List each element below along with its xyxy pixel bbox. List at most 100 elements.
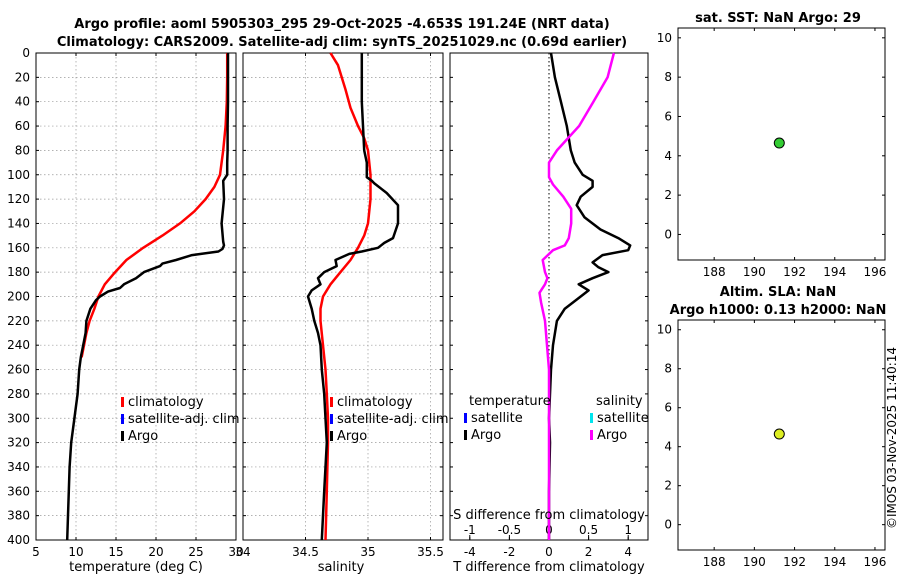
sla-x-tick-label: 196: [863, 555, 886, 569]
depth-tick-label: 260: [7, 363, 30, 377]
sla-x-tick-label: 188: [703, 555, 726, 569]
s-difference-xlabel: S difference from climatology: [453, 508, 645, 523]
legend-entry: Argo: [128, 429, 158, 444]
sst-map-panel: 0 2 4 6 8 10 188 190 192 194 196: [657, 27, 886, 279]
t-diff-tick-label: 2: [585, 545, 593, 559]
depth-tick-label: 300: [7, 411, 30, 425]
t-difference-xlabel: T difference from climatology: [452, 560, 645, 575]
sst-panel-title: sat. SST: NaN Argo: 29: [695, 11, 861, 26]
legend-entry: Argo: [337, 429, 367, 444]
sla-float-position-marker: [773, 428, 785, 440]
sst-x-tick-label: 192: [783, 265, 806, 279]
salinity-x-tick-label: 34.5: [292, 545, 319, 559]
salinity-profile-panel: 34 34.5 35 35.5 climatology satellite-adj. cl…: [235, 52, 449, 559]
s-diff-tick-label: -1: [464, 523, 476, 537]
sla-y-tick-label: 8: [664, 362, 672, 376]
salinity-x-tick-label: 35.5: [417, 545, 444, 559]
legend-swatch: [464, 413, 467, 423]
depth-tick-label: 400: [7, 533, 30, 547]
legend-swatch: [121, 431, 124, 441]
sst-x-tick-label: 196: [863, 265, 886, 279]
depth-tick-label: 40: [15, 95, 30, 109]
sla-panel-title-line-2: Argo h1000: 0.13 h2000: NaN: [670, 303, 887, 318]
t-diff-tick-label: -2: [503, 545, 515, 559]
legend-entry: climatology: [337, 395, 413, 410]
legend-swatch: [590, 430, 593, 440]
depth-tick-label: 280: [7, 387, 30, 401]
sla-x-tick-label: 190: [743, 555, 766, 569]
sla-y-tick-label: 10: [657, 323, 672, 337]
temperature-argo-line: [65, 53, 230, 541]
t-diff-tick-label: 0: [545, 545, 553, 559]
argo-s-diff-line: [538, 52, 616, 540]
temperature-xlabel: temperature (deg C): [69, 560, 203, 575]
temperature-climatology-line: [80, 53, 229, 358]
sst-y-tick-label: 0: [664, 227, 672, 241]
s-diff-tick-label: 0.5: [579, 523, 598, 537]
sst-y-tick-label: 2: [664, 188, 672, 202]
temperature-x-tick-label: 5: [32, 545, 40, 559]
sla-x-tick-label: 192: [783, 555, 806, 569]
legend-entry: Argo: [597, 428, 627, 443]
depth-tick-label: 220: [7, 314, 30, 328]
sst-y-tick-label: 6: [664, 109, 672, 123]
sst-x-tick-label: 188: [703, 265, 726, 279]
sst-x-tick-label: 190: [743, 265, 766, 279]
depth-tick-label: 60: [15, 119, 30, 133]
sla-y-tick-label: 2: [664, 479, 672, 493]
depth-tick-label: 200: [7, 290, 30, 304]
sla-map-panel: 0 2 4 6 8 10 188 190 192 194 196: [657, 319, 886, 569]
sla-x-tick-label: 194: [823, 555, 846, 569]
temperature-x-tick-label: 20: [148, 545, 163, 559]
figure-title-line-2: Climatology: CARS2009. Satellite-adj cli…: [57, 35, 627, 50]
salinity-x-tick-label: 34: [235, 545, 250, 559]
s-diff-tick-label: -0.5: [498, 523, 521, 537]
temperature-profile-panel: 0 20 40 60 80 100 120 140 160 180 200 220 240 260 280 3…: [7, 46, 244, 559]
legend-entry: climatology: [128, 395, 204, 410]
temperature-x-tick-label: 30: [228, 545, 243, 559]
legend-group-title: salinity: [596, 394, 643, 409]
depth-tick-label: 120: [7, 192, 30, 206]
sla-panel-title-line-1: Altim. SLA: NaN: [720, 285, 836, 300]
t-diff-tick-label: 4: [624, 545, 632, 559]
argo-t-diff-line: [547, 52, 632, 540]
sst-float-position-marker: [773, 137, 785, 149]
depth-tick-label: 240: [7, 338, 30, 352]
legend-entry: satellite: [597, 411, 649, 426]
legend-swatch: [121, 397, 124, 407]
legend-swatch: [121, 414, 124, 424]
t-diff-tick-label: -4: [464, 545, 476, 559]
legend-swatch: [330, 397, 333, 407]
depth-tick-label: 360: [7, 484, 30, 498]
temperature-x-tick-label: 25: [188, 545, 203, 559]
legend-swatch: [464, 430, 467, 440]
salinity-xlabel: salinity: [318, 560, 365, 575]
depth-tick-label: 180: [7, 265, 30, 279]
legend-swatch: [330, 414, 333, 424]
legend-entry: satellite: [471, 411, 523, 426]
sst-y-tick-label: 10: [657, 31, 672, 45]
legend-swatch: [590, 413, 593, 423]
sla-y-tick-label: 4: [664, 440, 672, 454]
sla-y-tick-label: 0: [664, 518, 672, 532]
difference-profile-panel: -4 -2 0 2 4-1 -0.5 0 0.5 1temperaturesatelliteAr…: [449, 52, 649, 559]
timestamp-label: ©IMOS 03-Nov-2025 11:40:14: [885, 347, 899, 529]
depth-tick-label: 80: [15, 143, 30, 157]
depth-tick-label: 100: [7, 168, 30, 182]
depth-tick-label: 160: [7, 241, 30, 255]
sst-x-tick-label: 194: [823, 265, 846, 279]
s-diff-tick-label: 1: [624, 523, 632, 537]
sst-y-tick-label: 8: [664, 70, 672, 84]
temperature-x-tick-label: 15: [108, 545, 123, 559]
depth-tick-label: 0: [22, 46, 30, 60]
depth-tick-label: 320: [7, 436, 30, 450]
salinity-climatology-line: [319, 52, 372, 541]
depth-tick-label: 380: [7, 509, 30, 523]
depth-tick-label: 140: [7, 216, 30, 230]
legend-entry: Argo: [471, 428, 501, 443]
salinity-argo-line: [306, 53, 400, 541]
depth-tick-label: 340: [7, 460, 30, 474]
sst-y-tick-label: 4: [664, 149, 672, 163]
depth-tick-label: 20: [15, 70, 30, 84]
